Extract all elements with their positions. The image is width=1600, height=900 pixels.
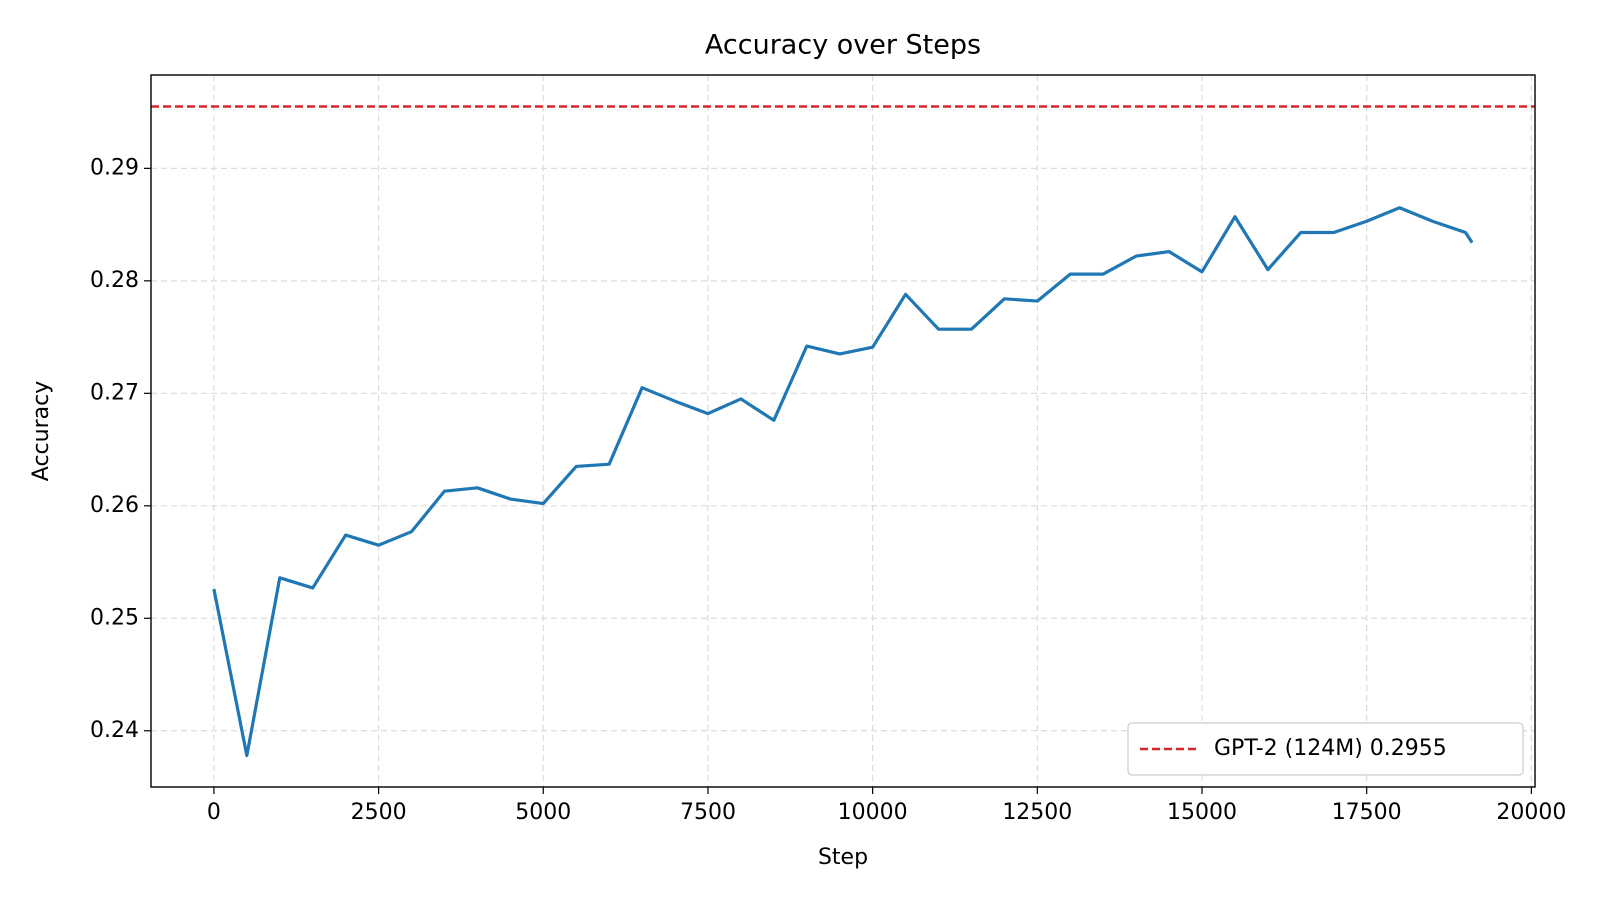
y-tick-label: 0.24 — [90, 718, 139, 743]
data-line — [212, 206, 1474, 758]
x-tick-label: 0 — [207, 800, 221, 825]
x-tick-label: 17500 — [1332, 800, 1402, 825]
x-tick-label: 12500 — [1002, 800, 1072, 825]
x-tick-label: 20000 — [1496, 800, 1566, 825]
y-tick-label: 0.28 — [90, 268, 139, 293]
x-tick-label: 5000 — [515, 800, 571, 825]
y-axis-label: Accuracy — [29, 381, 54, 481]
legend-label: GPT-2 (124M) 0.2955 — [1214, 736, 1447, 761]
y-tick-label: 0.26 — [90, 493, 139, 518]
chart-title: Accuracy over Steps — [705, 30, 981, 61]
y-tick-label: 0.25 — [90, 605, 139, 630]
x-tick-label: 10000 — [838, 800, 908, 825]
x-tick-label: 15000 — [1167, 800, 1237, 825]
x-tick-label: 2500 — [351, 800, 407, 825]
x-axis-label: Step — [818, 845, 868, 870]
y-tick-label: 0.29 — [90, 155, 139, 180]
legend-box — [1127, 722, 1524, 776]
y-tick-label: 0.27 — [90, 380, 139, 405]
plot-frame — [150, 74, 1536, 788]
x-tick-label: 7500 — [680, 800, 736, 825]
